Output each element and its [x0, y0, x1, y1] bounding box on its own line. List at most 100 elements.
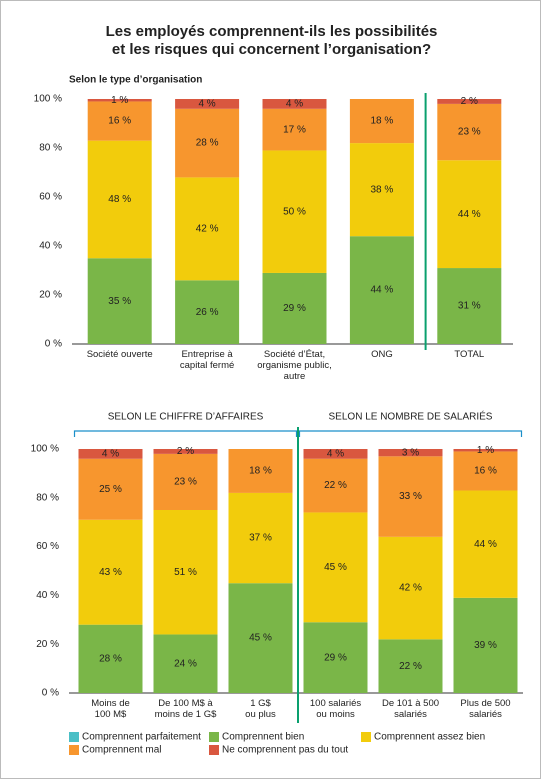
- bar-segment: [153, 510, 218, 635]
- value-label: 45 %: [324, 562, 347, 573]
- value-label: 4 %: [102, 449, 119, 460]
- x-tick-label: 1 G$ ou plus: [245, 698, 276, 720]
- bar-segment: [153, 449, 218, 454]
- x-tick-label: Entreprise à capital fermé: [179, 349, 235, 371]
- bar-segment: [228, 492, 293, 584]
- legend-swatch: [209, 745, 219, 755]
- value-label: 22 %: [324, 480, 347, 491]
- value-label: 38 %: [371, 184, 394, 195]
- y-tick-label: 60 %: [36, 541, 59, 552]
- bar-segment: [87, 258, 152, 344]
- value-label: 51 %: [174, 567, 197, 578]
- value-label: 18 %: [371, 116, 394, 127]
- value-label: 18 %: [249, 466, 272, 477]
- value-label: 2 %: [461, 96, 478, 107]
- bar-segment: [78, 624, 143, 693]
- bar-segment: [262, 150, 327, 273]
- bar-segment: [175, 108, 240, 178]
- bar-segment: [262, 272, 327, 344]
- group-label: SELON LE NOMBRE DE SALARIÉS: [329, 410, 493, 423]
- value-label: 16 %: [474, 466, 497, 477]
- bar-segment: [228, 583, 293, 693]
- value-label: 16 %: [108, 116, 131, 127]
- bar-segment: [303, 512, 368, 623]
- y-tick-label: 80 %: [39, 143, 62, 154]
- value-label: 45 %: [249, 633, 272, 644]
- value-label: 4 %: [198, 99, 215, 110]
- bar-segment: [378, 449, 443, 457]
- x-tick-label: ONG: [371, 349, 393, 360]
- value-label: 31 %: [458, 301, 481, 312]
- bar-segment: [87, 99, 152, 102]
- legend-swatch: [209, 732, 219, 742]
- page-title: Les employés comprennent-ils les possibi…: [105, 23, 438, 58]
- bar-segment: [453, 451, 518, 491]
- bar-segment: [78, 519, 143, 625]
- y-tick-label: 0 %: [45, 339, 62, 350]
- bar-segment: [175, 280, 240, 344]
- bar-segment: [453, 597, 518, 693]
- bar-segment: [262, 108, 327, 151]
- value-label: 28 %: [99, 653, 122, 664]
- value-label: 29 %: [283, 303, 306, 314]
- bar-segment: [349, 99, 414, 144]
- value-label: 48 %: [108, 194, 131, 205]
- legend-label: Comprennent mal: [82, 745, 161, 756]
- y-tick-label: 60 %: [39, 192, 62, 203]
- value-label: 43 %: [99, 567, 122, 578]
- legend-label: Comprennent parfaitement: [82, 732, 201, 743]
- value-label: 22 %: [399, 661, 422, 672]
- value-label: 4 %: [286, 99, 303, 110]
- x-tick-label: Société ouverte: [86, 349, 153, 360]
- value-label: 26 %: [196, 307, 219, 318]
- value-label: 17 %: [283, 124, 306, 135]
- value-label: 1 %: [477, 445, 494, 456]
- y-tick-label: 20 %: [39, 290, 62, 301]
- y-tick-label: 20 %: [36, 639, 59, 650]
- x-tick-label: 100 salariés ou moins: [309, 698, 362, 720]
- value-label: 24 %: [174, 658, 197, 669]
- bar-segment: [437, 160, 502, 269]
- value-label: 4 %: [327, 449, 344, 460]
- x-tick-label: De 100 M$ à moins de 1 G$: [154, 698, 217, 720]
- bar-segment: [378, 456, 443, 537]
- value-label: 23 %: [458, 127, 481, 138]
- bar-segment: [378, 639, 443, 693]
- bar-segment: [437, 99, 502, 104]
- y-tick-label: 40 %: [39, 241, 62, 252]
- legend-label: Comprennent assez bien: [374, 732, 485, 743]
- bar-segment: [175, 99, 240, 109]
- value-label: 42 %: [196, 223, 219, 234]
- bar-segment: [153, 453, 218, 510]
- bar-segment: [78, 458, 143, 520]
- bar-segment: [453, 449, 518, 452]
- value-label: 28 %: [196, 138, 219, 149]
- value-label: 2 %: [177, 446, 194, 457]
- bar-segment: [303, 449, 368, 459]
- value-label: 44 %: [371, 285, 394, 296]
- value-label: 44 %: [474, 539, 497, 550]
- value-label: 3 %: [402, 447, 419, 458]
- y-tick-label: 100 %: [34, 94, 62, 105]
- bar-segment: [378, 536, 443, 640]
- value-label: 39 %: [474, 640, 497, 651]
- bar-segment: [453, 490, 518, 598]
- subtitle: Selon le type d’organisation: [69, 75, 202, 86]
- bar-segment: [349, 236, 414, 344]
- value-label: 50 %: [283, 206, 306, 217]
- value-label: 42 %: [399, 583, 422, 594]
- legend-label: Ne comprennent pas du tout: [222, 745, 348, 756]
- x-tick-label: Moins de 100 M$: [91, 698, 130, 720]
- y-tick-label: 80 %: [36, 492, 59, 503]
- value-label: 25 %: [99, 484, 122, 495]
- legend-swatch: [69, 732, 79, 742]
- bar-segment: [437, 103, 502, 161]
- x-tick-label: Société d’État, organisme public, autre: [257, 349, 332, 382]
- bar-segment: [87, 101, 152, 141]
- value-label: 29 %: [324, 652, 347, 663]
- y-tick-label: 0 %: [42, 688, 59, 699]
- bar-segment: [228, 449, 293, 493]
- bar-segment: [153, 634, 218, 693]
